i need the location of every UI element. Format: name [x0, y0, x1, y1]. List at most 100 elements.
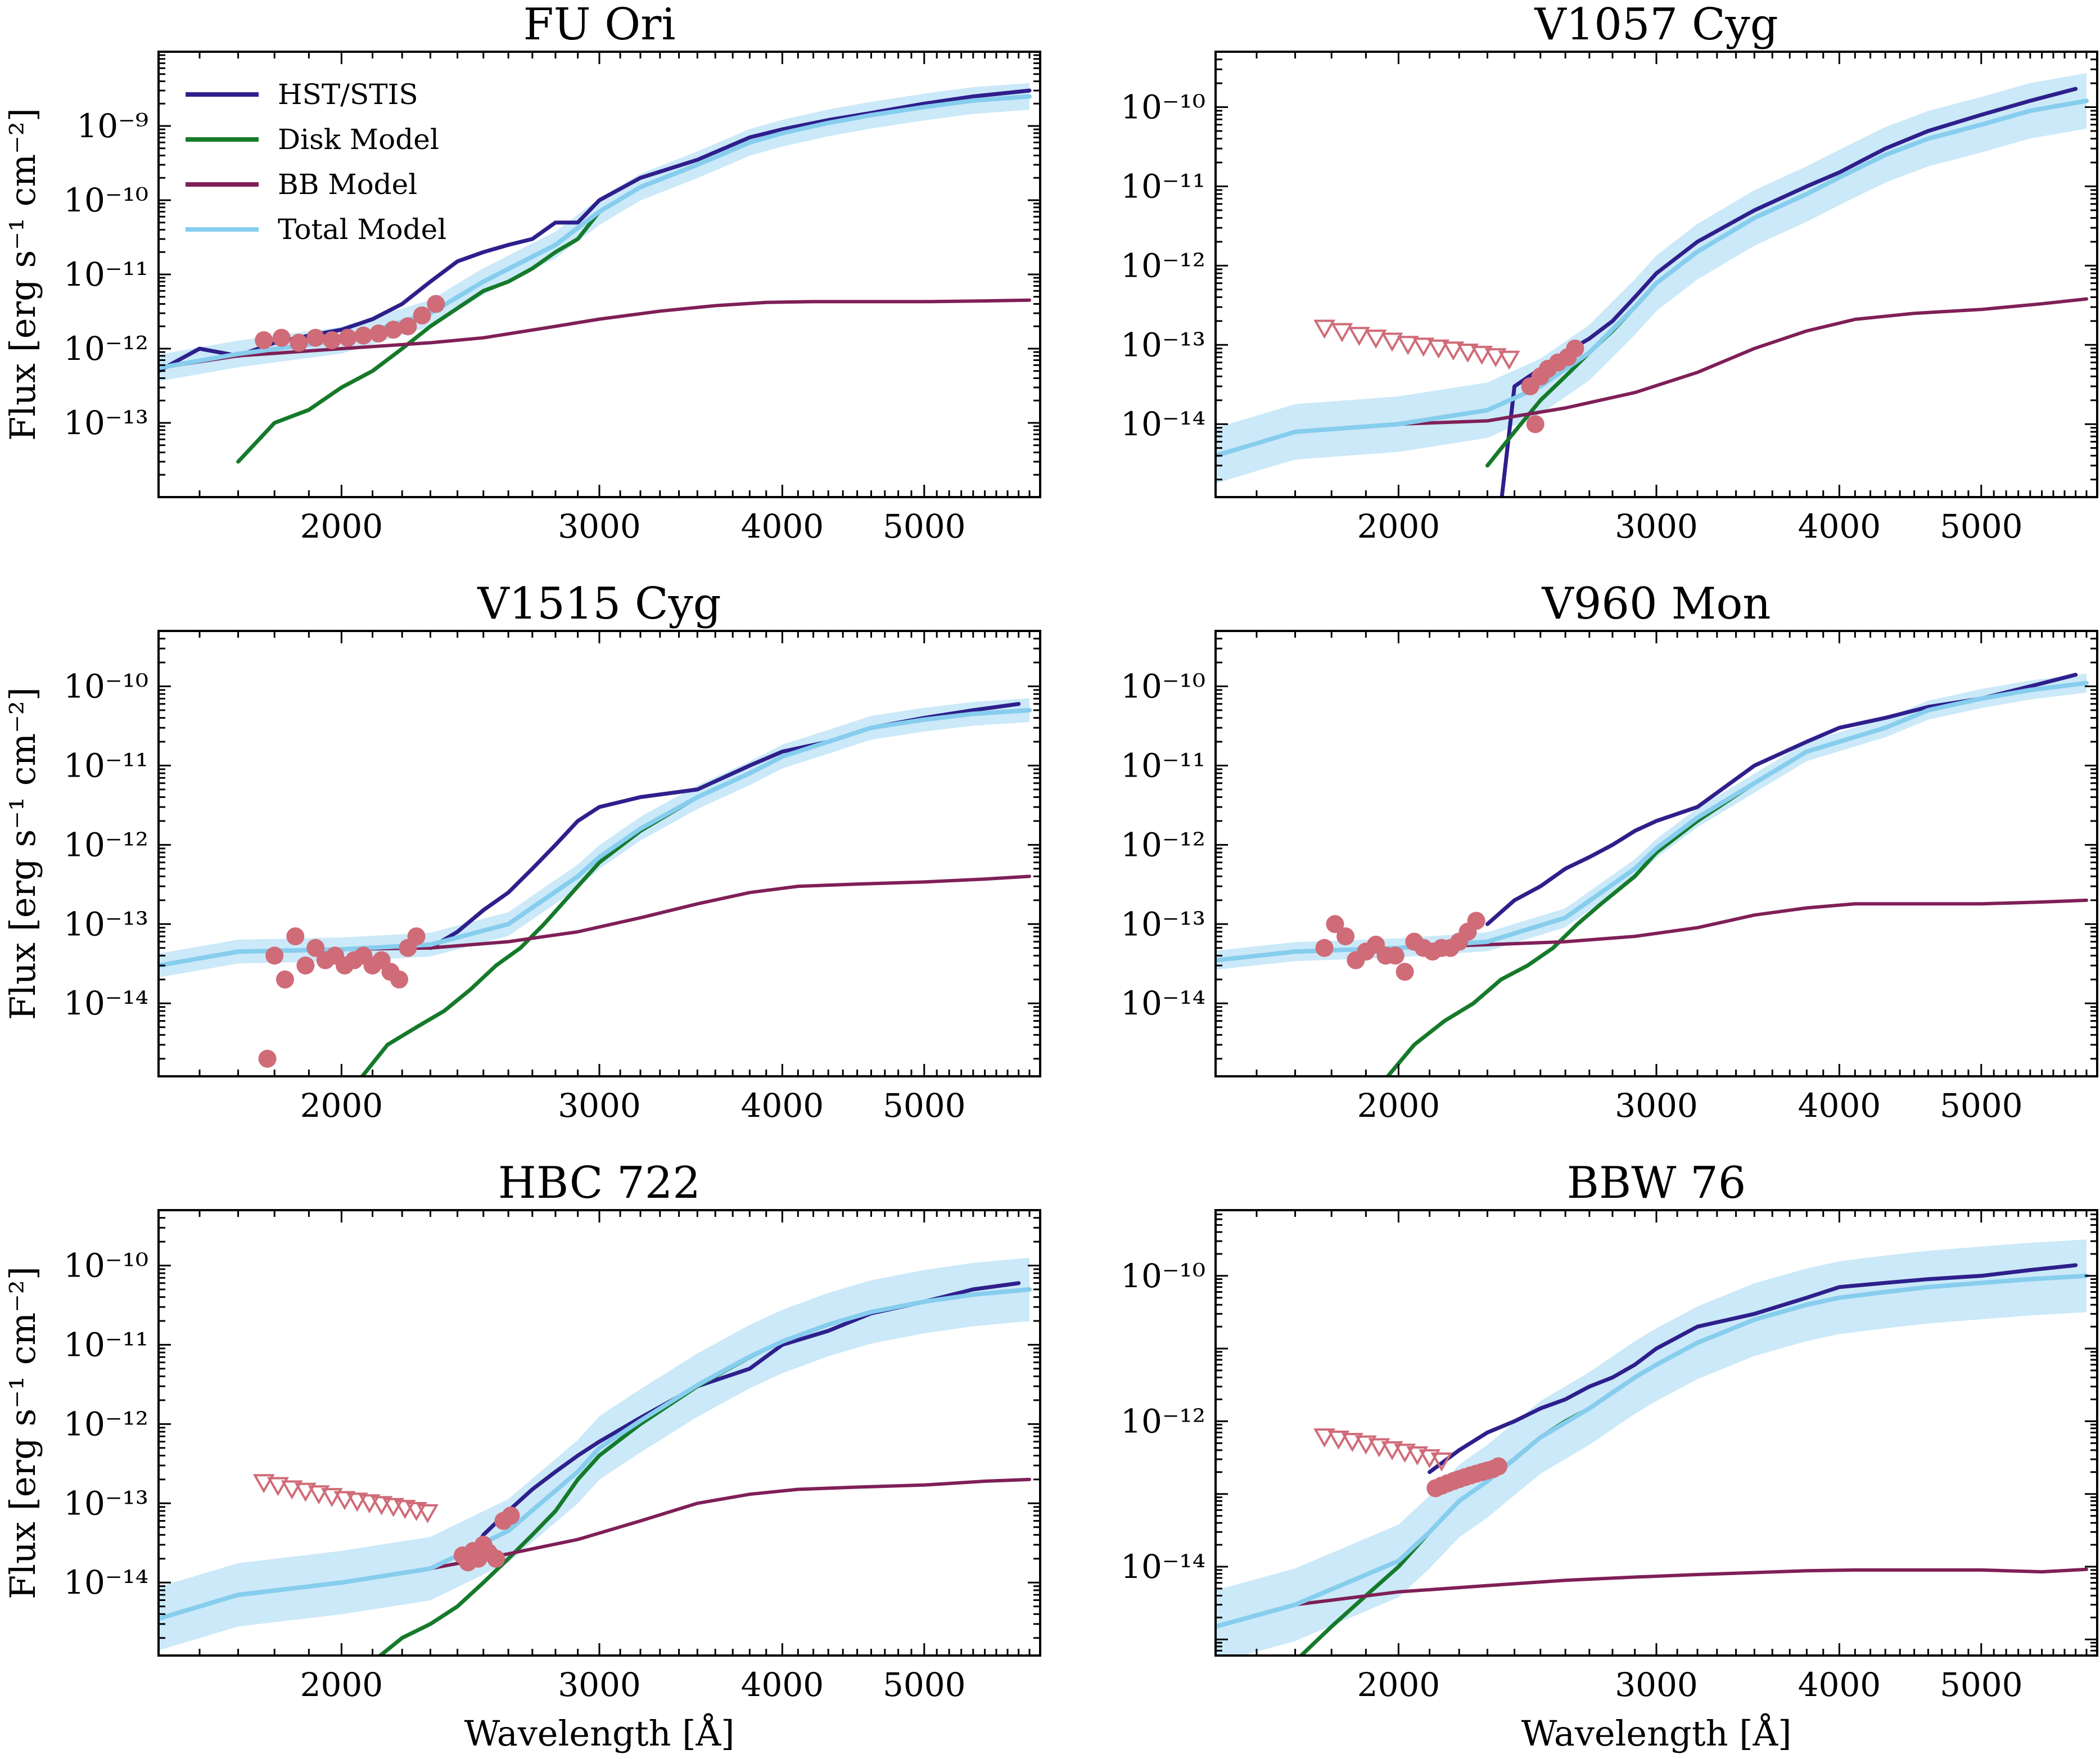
photometry-point	[1326, 915, 1344, 933]
x-tick-label: 3000	[1615, 507, 1698, 545]
x-tick-label: 2000	[1357, 1666, 1440, 1704]
total-series-line	[159, 1287, 1032, 1621]
x-tick-label: 5000	[1940, 1666, 2023, 1704]
y-axis-label: Flux [erg s⁻¹ cm⁻²]	[2, 687, 43, 1020]
photometry-point	[399, 317, 417, 336]
upper-limit-marker	[1430, 1452, 1453, 1472]
panel-title: V1057 Cyg	[1534, 0, 1778, 50]
panel-title: HBC 722	[498, 1158, 701, 1208]
total-series-line	[1216, 1273, 2089, 1629]
x-tick-label: 3000	[558, 507, 641, 545]
plot-area	[1216, 1239, 2089, 1656]
upper-limit-marker	[1428, 339, 1450, 359]
x-axis-label: Wavelength [Å]	[1521, 1713, 1792, 1754]
y-tick-label: 10⁻¹⁰	[64, 667, 148, 706]
total-model-band	[1216, 1239, 2087, 1656]
photometry-point	[296, 956, 315, 975]
panel-title: V960 Mon	[1541, 579, 1771, 629]
y-tick-label: 10⁻¹²	[1121, 1402, 1205, 1440]
hst-series-line	[1428, 1263, 2078, 1474]
legend-label: Disk Model	[278, 123, 439, 156]
panel-5: 2000 3000 4000 5000 10⁻¹⁴ 10⁻¹³ 10⁻¹² 10⁻¹¹ 10⁻¹…	[2, 1158, 1041, 1754]
y-axis-label: Flux [erg s⁻¹ cm⁻²]	[2, 1266, 43, 1599]
photometry-point	[265, 946, 284, 965]
photometry-point	[258, 1049, 277, 1068]
photometry-point	[502, 1507, 520, 1525]
photometry-point	[272, 328, 291, 347]
upper-limit-marker	[346, 1492, 368, 1512]
x-tick-label: 2000	[300, 1666, 383, 1704]
x-axis-label: Wavelength [Å]	[464, 1713, 735, 1754]
panel-title: V1515 Cyg	[477, 579, 721, 629]
photometry-point	[1386, 946, 1404, 965]
y-tick-label: 10⁻¹¹	[64, 746, 148, 784]
photometry-point	[427, 295, 445, 313]
upper-limit-marker	[1406, 1446, 1429, 1466]
y-tick-label: 10⁻¹²	[1121, 246, 1205, 285]
photometry-point	[1396, 963, 1414, 981]
y-tick-label: 10⁻¹⁰	[64, 1247, 148, 1285]
y-tick-label: 10⁻¹²	[64, 826, 148, 864]
x-tick-label: 5000	[1940, 507, 2023, 545]
photometry-point	[1467, 912, 1485, 930]
upper-limit-marker	[1365, 330, 1387, 349]
photometry-point	[276, 970, 294, 989]
plot-area	[1216, 73, 2089, 497]
y-tick-label: 10⁻¹⁰	[64, 181, 148, 219]
x-tick-label: 4000	[1798, 507, 1881, 545]
legend: HST/STIS Disk Model BB Model Total Model	[186, 78, 446, 246]
disk-series-line	[1485, 98, 2089, 468]
upper-limit-marker	[267, 1477, 289, 1496]
panel-1: 2000 3000 4000 5000 10⁻¹³ 10⁻¹² 10⁻¹¹ 10⁻¹⁰ 10⁻⁹…	[2, 0, 1041, 545]
total-series-line	[1216, 98, 2089, 458]
upper-limit-marker	[1381, 1441, 1403, 1460]
upper-limit-marker	[252, 1474, 275, 1494]
photometry-point	[306, 939, 325, 957]
photometry-point	[413, 306, 431, 324]
upper-limit-marker	[371, 1496, 393, 1516]
y-tick-label: 10⁻¹¹	[1121, 167, 1205, 205]
hst-series-line	[1500, 87, 2078, 497]
panel-3: 2000 3000 4000 5000 10⁻¹⁴ 10⁻¹³ 10⁻¹² 10⁻¹¹ 10⁻¹…	[2, 579, 1041, 1125]
x-tick-label: 4000	[1798, 1666, 1881, 1704]
upper-limit-marker	[358, 1494, 381, 1514]
x-tick-label: 2000	[1357, 507, 1440, 545]
photometry-point	[286, 927, 305, 946]
upper-limit-marker	[1348, 327, 1370, 346]
upper-limit-marker	[1354, 1435, 1377, 1455]
y-tick-label: 10⁻¹²	[1121, 826, 1205, 864]
upper-limit-marker	[1412, 337, 1435, 357]
photometry-point	[255, 331, 273, 349]
y-tick-label: 10⁻¹³	[64, 404, 148, 442]
y-axis-label: Flux [erg s⁻¹ cm⁻²]	[2, 108, 43, 441]
bb-series-line	[1216, 1567, 2088, 1629]
y-tick-label: 10⁻¹⁰	[1121, 1257, 1205, 1295]
y-tick-label: 10⁻¹²	[64, 1405, 148, 1443]
upper-limit-marker	[1457, 343, 1479, 363]
y-tick-label: 10⁻⁹	[76, 107, 148, 145]
disk-series-line	[1385, 681, 2089, 1076]
upper-limit-marker	[1327, 1430, 1350, 1450]
plot-area	[1216, 673, 2089, 1076]
upper-limit-marker	[1331, 323, 1353, 342]
x-tick-label: 3000	[1615, 1086, 1698, 1125]
y-tick-label: 10⁻¹¹	[64, 255, 148, 294]
y-tick-label: 10⁻¹²	[64, 330, 148, 368]
upper-limit-marker	[320, 1488, 343, 1508]
y-tick-label: 10⁻¹¹	[64, 1325, 148, 1364]
photometry-point	[354, 326, 373, 345]
x-tick-label: 3000	[558, 1086, 641, 1125]
y-tick-label: 10⁻¹³	[64, 1484, 148, 1522]
photometry-point	[487, 1549, 505, 1568]
panel-title: FU Ori	[523, 0, 676, 50]
photometry-point	[1315, 939, 1334, 957]
upper-limit-marker	[1471, 345, 1493, 365]
bb-series-line	[159, 298, 1031, 370]
photometry-point	[384, 321, 403, 339]
x-tick-label: 4000	[741, 1666, 824, 1704]
photometry-point	[1489, 1457, 1507, 1476]
y-tick-label: 10⁻¹¹	[1121, 746, 1205, 784]
y-tick-label: 10⁻¹⁴	[1121, 984, 1205, 1022]
plot-area	[159, 83, 1032, 464]
